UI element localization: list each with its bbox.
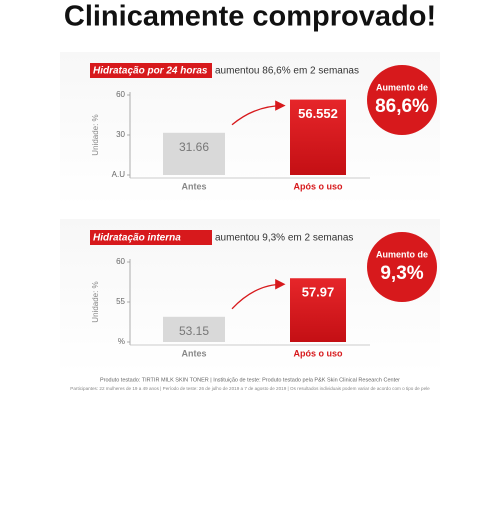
y-tick-label: 60: [116, 257, 125, 266]
y-tick-label: 60: [116, 90, 125, 99]
bar: [290, 278, 346, 342]
value-label: 31.66: [179, 140, 209, 154]
badge-value: 9,3%: [380, 263, 423, 284]
chart-title: Hidratação por 24 horas: [93, 66, 208, 77]
chart-subtitle: aumentou 9,3% em 2 semanas: [215, 233, 353, 244]
arrow: [231, 100, 286, 126]
page-title: Clinicamente comprovado!: [64, 1, 436, 33]
y-axis-label: Unidade: %: [91, 114, 100, 155]
highlight-box: [90, 63, 212, 78]
bar: [163, 132, 225, 175]
chart-title: Hidratação interna: [93, 233, 181, 244]
chart-subtitle: aumentou 86,6% em 2 semanas: [215, 66, 359, 77]
category-label: Antes: [181, 348, 206, 358]
bar: [290, 99, 346, 175]
badge: [367, 232, 437, 302]
footer-line: Participantes: 22 mulheres de 19 a 49 an…: [70, 386, 430, 391]
y-tick-label: %: [118, 337, 125, 346]
category-label: Após o uso: [294, 348, 344, 358]
value-label: 56.552: [298, 106, 338, 121]
y-tick-label: 55: [116, 297, 125, 306]
value-label: 57.97: [302, 285, 335, 300]
highlight-box: [90, 230, 212, 245]
badge: [367, 65, 437, 135]
y-axis-label: Unidade: %: [91, 281, 100, 322]
y-tick-label: A.U: [112, 170, 126, 179]
y-tick-label: 30: [116, 130, 125, 139]
bar: [163, 316, 225, 342]
badge-label: Aumento de: [376, 82, 428, 92]
footer-line: Produto testado: TIRTIR MILK SKIN TONER …: [100, 377, 400, 383]
value-label: 53.15: [179, 324, 209, 338]
category-label: Após o uso: [294, 181, 344, 191]
badge-label: Aumento de: [376, 249, 428, 259]
category-label: Antes: [181, 181, 206, 191]
badge-value: 86,6%: [375, 96, 429, 117]
arrow: [231, 279, 286, 310]
